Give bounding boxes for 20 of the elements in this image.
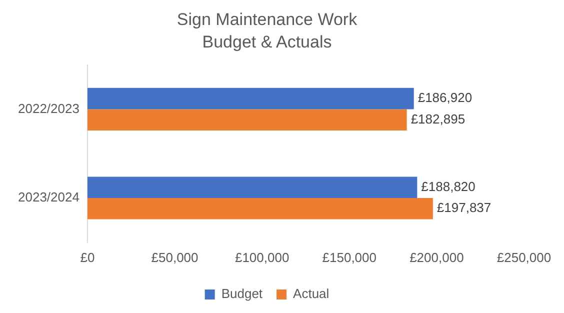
chart-subtitle: Budget & Actuals (202, 32, 332, 52)
bar (87, 176, 418, 198)
y-tick-label: 2023/2024 (18, 190, 80, 205)
bar (87, 88, 414, 110)
y-tick-label: 2022/2023 (18, 100, 80, 116)
data-label: £197,837 (436, 200, 492, 216)
bar (87, 109, 407, 131)
x-tick-label: £150,000 (322, 250, 376, 265)
x-tick-label: £200,000 (410, 250, 464, 265)
x-tick-label: £100,000 (234, 250, 290, 265)
legend-label: Actual (293, 286, 330, 302)
legend-label: Budget (221, 286, 263, 302)
chart-title: Sign Maintenance Work (176, 10, 358, 29)
bar (87, 198, 433, 220)
data-label: £186,920 (418, 90, 472, 106)
x-tick-label: £250,000 (496, 250, 552, 265)
data-label: £188,820 (421, 178, 476, 194)
x-tick-label: £0 (80, 250, 95, 265)
data-label: £182,895 (410, 111, 466, 126)
x-tick-label: £50,000 (151, 250, 198, 265)
